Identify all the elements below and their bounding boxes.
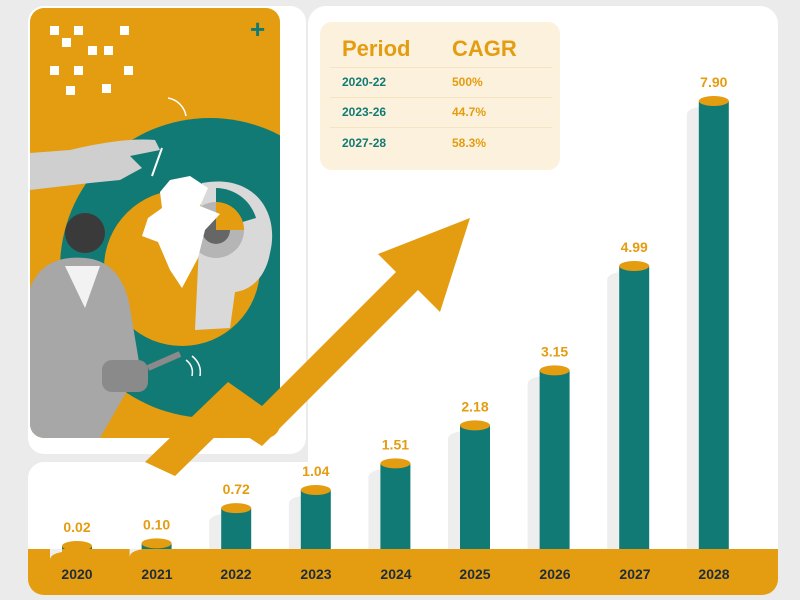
- bar-value-label: 3.15: [541, 343, 568, 359]
- cagr-period-cell: 2020-22: [342, 75, 387, 89]
- cagr-value-cell: 44.7%: [452, 105, 487, 119]
- x-tick-label: 2027: [619, 566, 651, 582]
- bar-shadow: [129, 549, 142, 558]
- bar-cap: [141, 538, 172, 549]
- bar-cap: [460, 420, 490, 431]
- cagr-divider: [330, 97, 552, 98]
- bar-value-label: 1.04: [302, 463, 329, 479]
- bar-value-label: 4.99: [621, 239, 648, 255]
- man-with-watering-can-icon: [30, 213, 202, 438]
- x-tick-label: 2026: [539, 566, 571, 582]
- bar-cap: [539, 365, 570, 376]
- bar: [539, 370, 570, 549]
- x-tick-label: 2023: [300, 566, 332, 582]
- cagr-value-cell: 500%: [452, 75, 483, 89]
- bar-shadow: [368, 469, 381, 549]
- cagr-table: [320, 22, 560, 170]
- bar: [619, 266, 650, 549]
- bar-shadow: [50, 549, 62, 560]
- bar-shadow: [209, 514, 222, 549]
- cagr-header-period: Period: [342, 36, 411, 61]
- bar-value-label: 1.51: [382, 436, 409, 452]
- bar-shadow: [527, 376, 540, 549]
- bar-cap: [221, 503, 252, 514]
- bar-shadow: [448, 431, 460, 549]
- x-tick-label: 2025: [459, 566, 491, 582]
- bar-cap: [380, 458, 411, 469]
- bar-value-label: 0.10: [143, 516, 170, 532]
- cagr-divider: [330, 67, 552, 68]
- cagr-period-cell: 2027-28: [342, 136, 387, 150]
- cagr-header-cagr: CAGR: [452, 36, 517, 61]
- hand-icon: [30, 139, 160, 190]
- bar-cap: [300, 485, 331, 496]
- bar: [380, 463, 411, 549]
- bar-value-label: 0.02: [63, 519, 90, 535]
- bar-cap: [619, 261, 650, 272]
- bar: [460, 425, 490, 549]
- x-tick-label: 2028: [698, 566, 730, 582]
- bar-shadow: [686, 107, 699, 549]
- cagr-value-cell: 58.3%: [452, 136, 487, 150]
- plus-icon: +: [250, 14, 266, 44]
- cagr-divider: [330, 127, 552, 128]
- x-tick-label: 2024: [380, 566, 412, 582]
- bar-value-label: 0.72: [223, 481, 250, 497]
- x-tick-label: 2020: [61, 566, 93, 582]
- bar-shadow: [288, 496, 301, 549]
- bar: [300, 490, 331, 549]
- pixel-dots-icon: [50, 26, 133, 95]
- bar-shadow: [607, 272, 620, 549]
- bar-cap: [698, 96, 729, 106]
- bar-cap: [62, 541, 92, 551]
- x-tick-label: 2021: [141, 566, 173, 582]
- bar-value-label: 7.90: [700, 74, 727, 90]
- x-tick-label: 2022: [220, 566, 252, 582]
- bar-value-label: 2.18: [461, 398, 488, 414]
- bar: [698, 101, 729, 549]
- cagr-period-cell: 2023-26: [342, 105, 387, 119]
- axis-base-band: [28, 549, 778, 595]
- bar: [221, 508, 252, 549]
